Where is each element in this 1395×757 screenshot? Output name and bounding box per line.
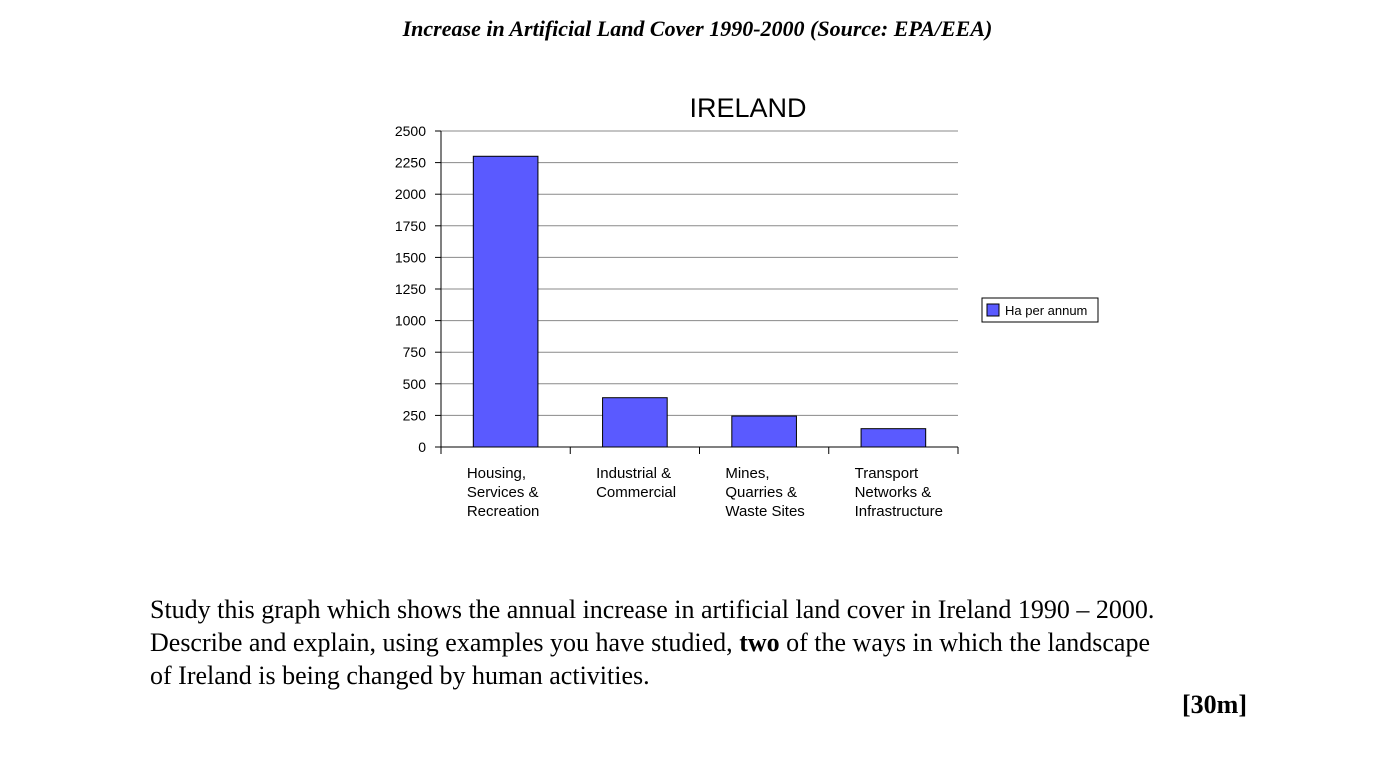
category-label-line: Waste Sites [725, 503, 804, 520]
y-tick-label: 1750 [395, 218, 426, 234]
y-tick-label: 2500 [395, 123, 426, 139]
category-label: Mines, Quarries & Waste Sites [725, 465, 804, 520]
category-label-line: Quarries & [725, 484, 797, 501]
category-label-line: Housing, [467, 465, 526, 482]
y-tick-label: 500 [403, 376, 427, 392]
bar [472, 155, 539, 448]
question-text: Study this graph which shows the annual … [150, 593, 1260, 692]
bar-chart: IRELAND 0 250 500 750 1000 1250 1500 1750 2000 22… [395, 93, 1099, 520]
question-line-2: Describe and explain, using examples you… [150, 626, 1260, 659]
question-line-2-end: of the ways in which the landscape [779, 628, 1151, 657]
y-tick-label: 750 [403, 344, 427, 360]
y-tick-label: 1000 [395, 313, 426, 329]
category-label-line: Infrastructure [855, 503, 943, 520]
bars [472, 155, 927, 448]
question-line-1: Study this graph which shows the annual … [150, 595, 1155, 624]
category-label-line: Industrial & [596, 465, 671, 482]
chart-title: IRELAND [689, 93, 806, 123]
category-label: Housing, Services & Recreation [467, 465, 540, 520]
category-label-line: Networks & [855, 484, 932, 501]
legend-swatch [986, 303, 1000, 317]
legend: Ha per annum [981, 297, 1099, 323]
y-tick-label: 1500 [395, 249, 426, 265]
y-tick-label: 0 [418, 439, 426, 455]
category-label-line: Services & [467, 484, 539, 501]
page-heading: Increase in Artificial Land Cover 1990-2… [402, 16, 993, 41]
category-label: Transport Networks & Infrastructure [855, 465, 943, 520]
category-label-line: Transport [855, 465, 919, 482]
legend-box [981, 297, 1099, 323]
category-label: Industrial & Commercial [596, 465, 676, 501]
legend-label: Ha per annum [1005, 303, 1087, 318]
category-label-line: Recreation [467, 503, 540, 520]
category-label-line: Mines, [725, 465, 769, 482]
axis-labels: 0 250 500 750 1000 1250 1500 1750 2000 2250 2500 Ho… [395, 123, 943, 520]
question-line-3: of Ireland is being changed by human act… [150, 661, 650, 690]
y-tick-label: 1250 [395, 281, 426, 297]
y-tick-label: 2000 [395, 186, 426, 202]
bar [731, 415, 797, 448]
bar [602, 397, 668, 448]
question-line-2-start: Describe and explain, using examples you… [150, 628, 740, 657]
bar [860, 428, 927, 448]
y-tick-label: 2250 [395, 155, 426, 171]
question-emphasis: two [739, 628, 780, 657]
marks-label: [30m] [1182, 690, 1247, 719]
y-tick-label: 250 [403, 407, 427, 423]
category-label-line: Commercial [596, 484, 676, 501]
